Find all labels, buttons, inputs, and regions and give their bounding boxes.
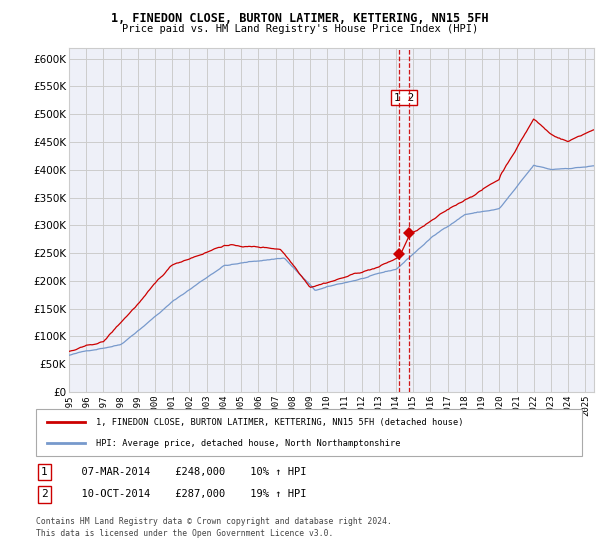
Text: This data is licensed under the Open Government Licence v3.0.: This data is licensed under the Open Gov… (36, 529, 334, 538)
FancyBboxPatch shape (36, 409, 582, 456)
Text: 1, FINEDON CLOSE, BURTON LATIMER, KETTERING, NN15 5FH: 1, FINEDON CLOSE, BURTON LATIMER, KETTER… (111, 12, 489, 25)
Text: 1, FINEDON CLOSE, BURTON LATIMER, KETTERING, NN15 5FH (detached house): 1, FINEDON CLOSE, BURTON LATIMER, KETTER… (96, 418, 464, 427)
Text: Contains HM Land Registry data © Crown copyright and database right 2024.: Contains HM Land Registry data © Crown c… (36, 517, 392, 526)
Text: 07-MAR-2014    £248,000    10% ↑ HPI: 07-MAR-2014 £248,000 10% ↑ HPI (69, 467, 307, 477)
Text: Price paid vs. HM Land Registry's House Price Index (HPI): Price paid vs. HM Land Registry's House … (122, 24, 478, 34)
Text: 1 2: 1 2 (394, 92, 415, 102)
Text: 2: 2 (41, 489, 48, 500)
Text: 10-OCT-2014    £287,000    19% ↑ HPI: 10-OCT-2014 £287,000 19% ↑ HPI (69, 489, 307, 500)
Text: HPI: Average price, detached house, North Northamptonshire: HPI: Average price, detached house, Nort… (96, 438, 401, 447)
Text: 1: 1 (41, 467, 48, 477)
